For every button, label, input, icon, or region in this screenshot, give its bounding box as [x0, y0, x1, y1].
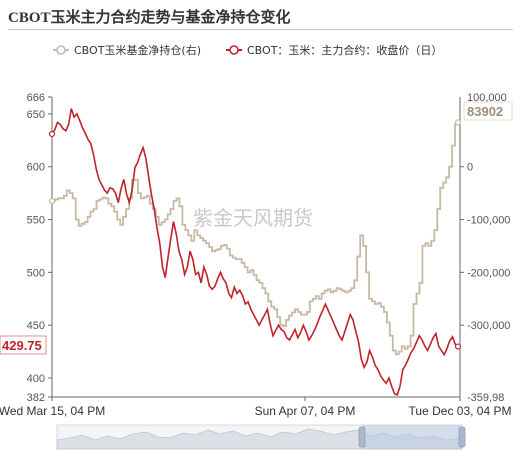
right-tick-label: -300,000 [467, 320, 510, 332]
series-layer [48, 108, 462, 396]
price-end-label: 429.75 [0, 335, 47, 355]
legend-item-price[interactable]: CBOT：玉米：主力合约：收盘价（日） [226, 43, 442, 57]
price-series-line [51, 108, 459, 396]
x-tick-label: Wed Mar 15, 04 PM [0, 404, 105, 418]
legend-label-price: CBOT：玉米：主力合约：收盘价（日） [247, 43, 442, 57]
left-axis-ticks: 666 650 600 550 500 450 400 382 [27, 92, 52, 404]
right-tick-label: -200,000 [467, 267, 510, 279]
right-tick-label: -100,000 [467, 215, 510, 227]
legend-swatch-position-marker [56, 45, 66, 55]
legend-label-position: CBOT玉米基金净持仓(右) [74, 43, 201, 57]
title-divider [8, 29, 513, 30]
x-tick-label: Tue Dec 03, 04 PM [409, 404, 512, 418]
x-axis-ticks: Wed Mar 15, 04 PM Sun Apr 07, 04 PM Tue De… [0, 397, 511, 418]
price-end-label-text: 429.75 [2, 338, 42, 353]
left-tick-label: 550 [27, 215, 45, 227]
watermark: 紫金天风期货 [193, 206, 313, 230]
right-tick-label: -359,98 [467, 392, 504, 404]
zoom-handle-right[interactable] [458, 426, 466, 448]
position-end-label-text: 83902 [467, 104, 503, 119]
position-start-point [48, 197, 56, 205]
x-tick-label: Sun Apr 07, 04 PM [255, 404, 356, 418]
left-tick-label: 666 [27, 92, 45, 104]
legend-swatch-price-marker [229, 45, 239, 55]
zoom-handle-left[interactable] [358, 426, 366, 448]
left-tick-label: 382 [27, 392, 45, 404]
price-end-point [454, 343, 462, 350]
left-tick-label: 650 [27, 109, 45, 121]
left-tick-label: 500 [27, 267, 45, 279]
right-tick-label: 0 [467, 162, 473, 174]
legend-item-position[interactable]: CBOT玉米基金净持仓(右) [53, 43, 201, 57]
left-tick-label: 400 [27, 373, 45, 385]
price-start-point [48, 130, 56, 138]
right-tick-label: 100,000 [467, 92, 507, 104]
right-axis-ticks: 0 -100,000 -200,000 -300,000 -359,98 100,000 [460, 92, 510, 404]
zoom-selected-window[interactable] [362, 425, 462, 449]
chart-title: CBOT玉米主力合约走势与基金净持仓变化 [8, 10, 291, 26]
left-tick-label: 600 [27, 162, 45, 174]
data-zoom-slider[interactable] [56, 424, 466, 450]
position-end-label-box [463, 101, 513, 121]
left-tick-label: 450 [27, 320, 45, 332]
position-series-line [52, 122, 459, 356]
position-end-label: 83902 [463, 101, 513, 121]
legend[interactable]: CBOT玉米基金净持仓(右) CBOT：玉米：主力合约：收盘价（日） [53, 43, 442, 57]
price-end-label-box [0, 335, 47, 355]
position-end-point [454, 119, 462, 126]
